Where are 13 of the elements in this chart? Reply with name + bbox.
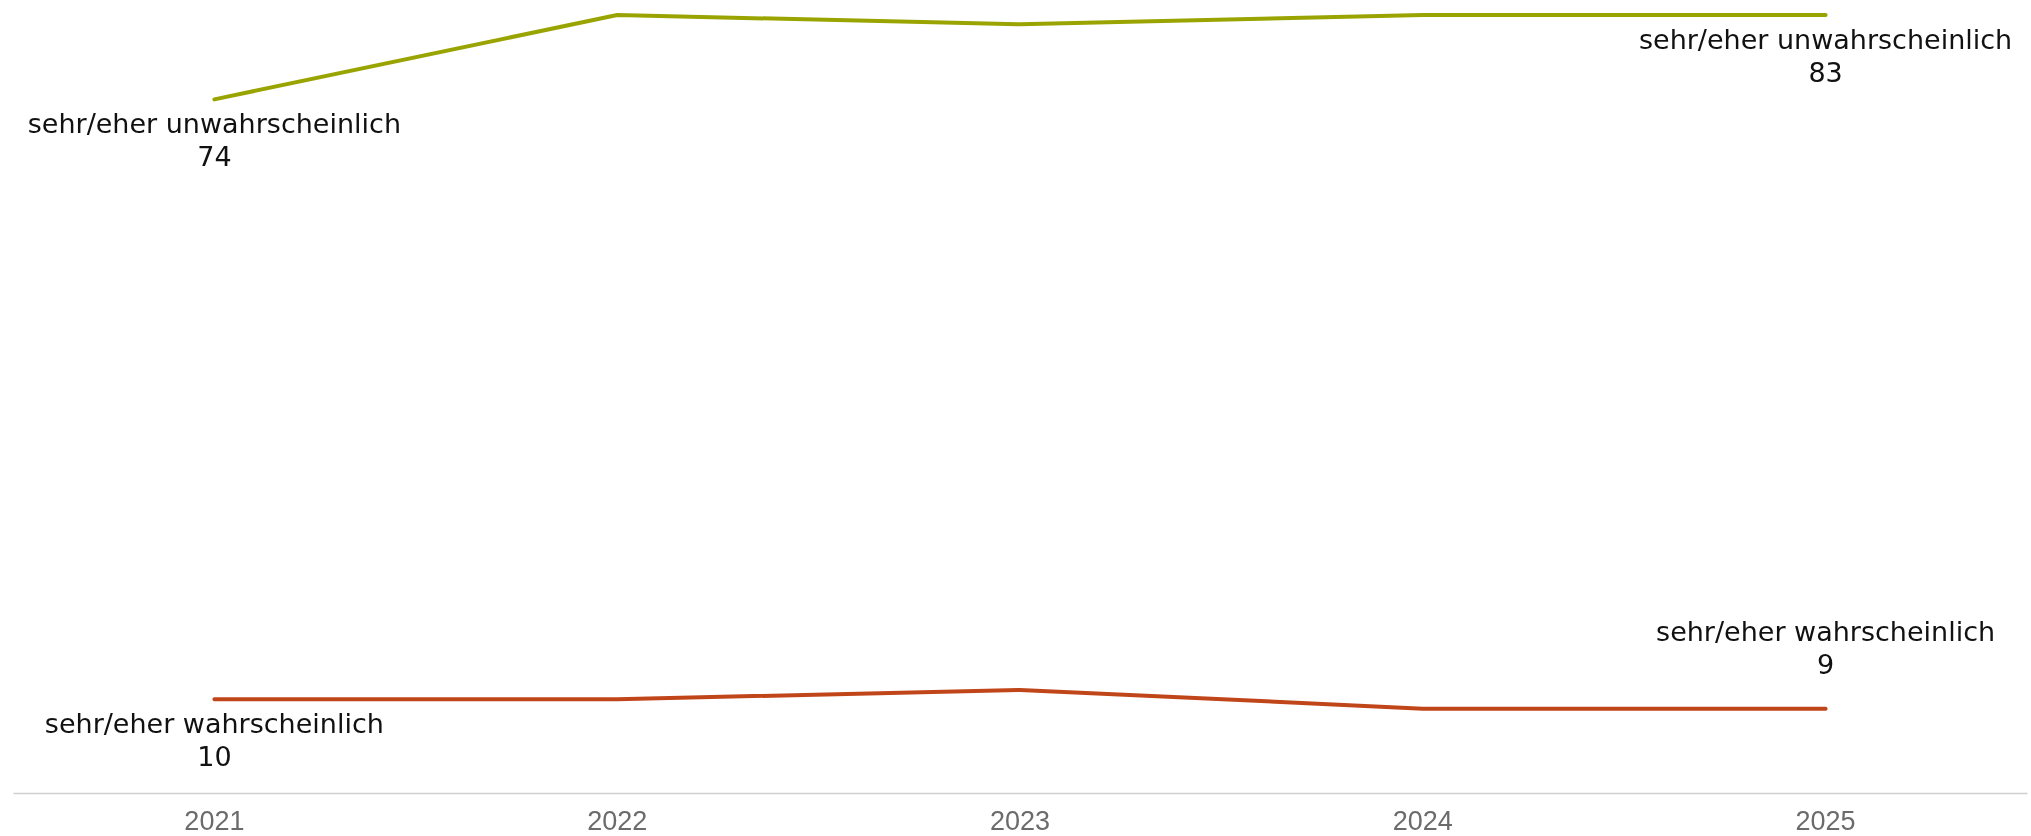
data-label: 10 (197, 741, 232, 773)
data-label: 9 (1817, 648, 1835, 680)
data-label: 83 (1808, 57, 1843, 88)
series-label: sehr/eher unwahrscheinlich (1638, 24, 2013, 55)
text: sehr/eher unwahrscheinlich (27, 108, 402, 140)
x-tick-label: 2024 (1392, 806, 1453, 836)
data-label: 74 (197, 141, 232, 173)
x-tick-label: 2023 (989, 806, 1051, 836)
x-tick-label: 2021 (184, 806, 245, 836)
x-tick-label: 2022 (587, 806, 648, 836)
text: sehr/eher wahrscheinlich (1656, 615, 1996, 647)
x-tick-label: 2025 (1795, 806, 1856, 836)
series-label: sehr/eher wahrscheinlich (44, 708, 384, 740)
